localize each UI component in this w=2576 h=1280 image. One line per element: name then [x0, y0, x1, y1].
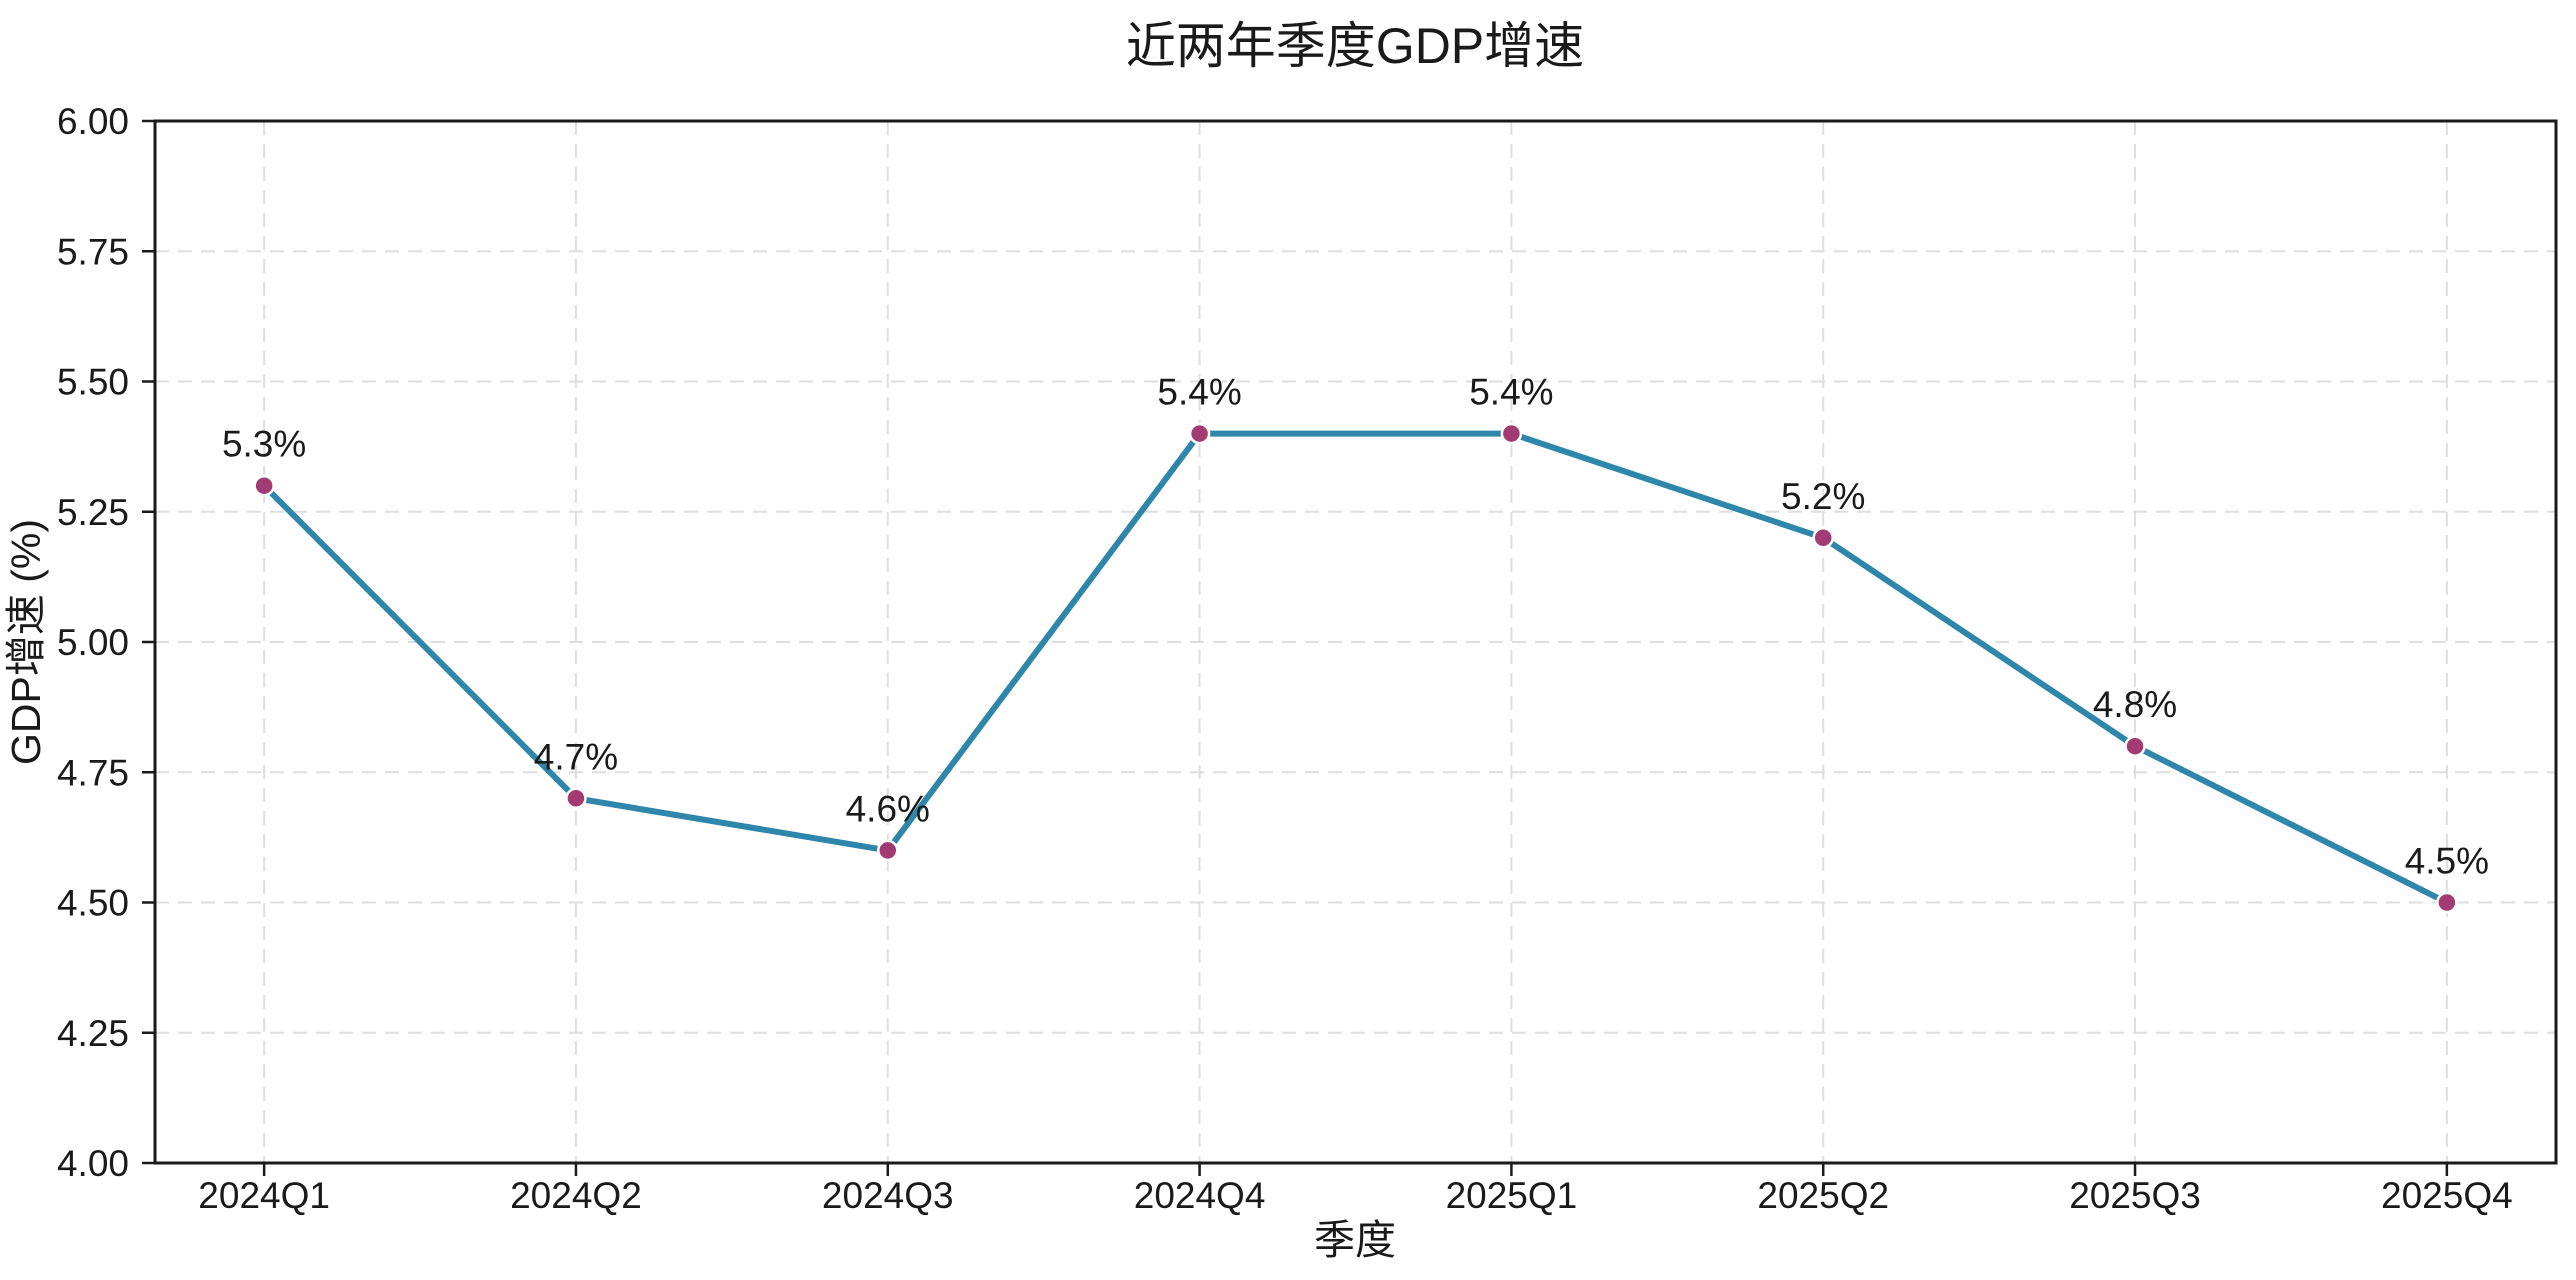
chart-title: 近两年季度GDP增速 [1126, 18, 1584, 74]
y-tick-label: 5.25 [57, 492, 129, 533]
data-point-marker [877, 839, 899, 862]
gridlines [155, 120, 2556, 1164]
gdp-series [253, 422, 2458, 914]
x-tick-label: 2024Q4 [1134, 1175, 1266, 1216]
point-value-label: 5.2% [1781, 476, 1865, 517]
y-tick-label: 6.00 [57, 101, 129, 142]
y-tick-label: 4.25 [57, 1013, 129, 1054]
x-tick-label: 2025Q1 [1446, 1175, 1578, 1216]
data-point-marker [253, 474, 275, 497]
y-tick-label: 4.75 [57, 752, 129, 793]
y-tick-label: 4.50 [57, 883, 129, 924]
y-tick-label: 4.00 [57, 1143, 129, 1184]
point-value-label: 4.5% [2405, 841, 2489, 882]
data-point-marker [2124, 735, 2146, 757]
y-axis-label: GDP增速 (%) [3, 519, 49, 765]
x-axis-label: 季度 [1314, 1217, 1396, 1263]
axis-ticks: 4.00 4.25 4.50 4.75 5.00 5.25 5.50 5.75 6.00 2024… [57, 101, 2513, 1216]
x-tick-label: 2024Q3 [822, 1175, 954, 1216]
gdp-line [261, 430, 2450, 906]
point-value-label: 4.8% [2093, 684, 2177, 725]
x-tick-label: 2025Q2 [1757, 1175, 1889, 1216]
point-value-label: 4.6% [846, 788, 930, 829]
x-tick-label: 2024Q2 [510, 1175, 642, 1216]
point-labels: 5.3% 4.7% 4.6% 5.4% 5.4% 5.2% 4.8% 4.5% [222, 372, 2489, 882]
x-tick-label: 2025Q3 [2069, 1175, 2201, 1216]
x-tick-label: 2025Q4 [2381, 1175, 2513, 1216]
data-point-marker [565, 787, 587, 810]
data-point-marker [1188, 422, 1211, 445]
y-tick-label: 5.75 [57, 231, 129, 272]
point-value-label: 5.4% [1157, 372, 1241, 413]
x-tick-label: 2024Q1 [198, 1175, 330, 1216]
y-tick-label: 5.00 [57, 622, 129, 663]
point-value-label: 5.4% [1469, 372, 1553, 413]
y-tick-label: 5.50 [57, 362, 129, 403]
data-point-marker [1812, 527, 1834, 549]
data-point-marker [1500, 422, 1523, 445]
data-point-marker [2436, 891, 2458, 914]
point-value-label: 5.3% [222, 424, 306, 465]
point-value-label: 4.7% [534, 736, 618, 777]
